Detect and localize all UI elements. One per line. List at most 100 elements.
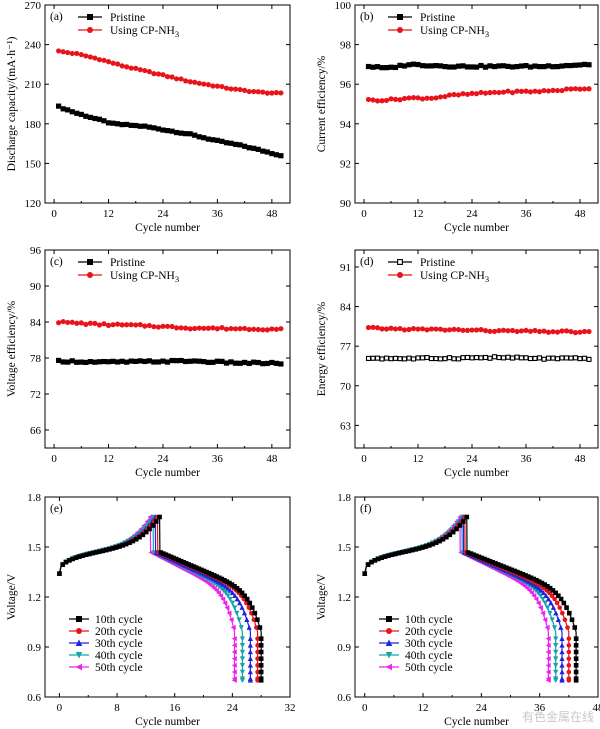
data-point: [65, 319, 71, 326]
legend-label: 10th cycle: [405, 614, 453, 626]
data-point: [541, 64, 547, 70]
data-point: [234, 610, 240, 616]
data-point: [559, 328, 565, 334]
data-point: [541, 87, 547, 94]
data-point: [365, 562, 371, 567]
data-point: [137, 358, 143, 364]
data-point: [374, 355, 381, 361]
data-point: [92, 359, 98, 365]
data-point: [526, 587, 532, 593]
data-point: [410, 326, 417, 332]
data-point: [433, 95, 439, 101]
legend-label: 40th cycle: [95, 650, 143, 662]
data-point: [146, 124, 152, 130]
legend-label: Pristine: [420, 257, 455, 269]
data-point: [255, 643, 260, 648]
data-point: [176, 557, 181, 563]
legend-entry: 40th cycle: [379, 650, 453, 662]
data-point: [454, 526, 459, 532]
x-axis-label: Cycle number: [135, 222, 200, 234]
data-point: [56, 320, 62, 326]
legend-marker: [76, 628, 82, 634]
data-point: [65, 359, 71, 365]
data-point: [239, 676, 246, 682]
data-point: [119, 122, 125, 128]
data-point: [415, 61, 421, 68]
data-point: [500, 327, 507, 333]
data-point: [509, 90, 516, 96]
data-point: [566, 669, 572, 675]
data-point: [403, 549, 408, 554]
data-point: [420, 545, 425, 550]
legend-marker: [87, 259, 93, 265]
data-point: [196, 325, 202, 331]
data-point: [238, 625, 244, 631]
data-point: [269, 359, 275, 366]
data-point: [551, 625, 558, 631]
legend-marker: [87, 27, 93, 33]
plot-frame: [44, 249, 291, 449]
legend-entry: 30th cycle: [379, 638, 453, 650]
data-point: [65, 49, 71, 56]
data-point: [397, 97, 403, 103]
data-point: [559, 675, 565, 681]
y-tick-label: 100: [335, 0, 352, 12]
data-point: [225, 593, 231, 599]
data-point: [464, 327, 471, 333]
data-point: [446, 327, 453, 333]
data-point: [382, 554, 388, 559]
y-tick-label: 72: [30, 389, 41, 401]
data-point: [178, 325, 184, 331]
data-point: [487, 90, 493, 96]
data-point: [231, 662, 237, 668]
data-point: [401, 95, 408, 102]
y-tick-label: 90: [340, 198, 352, 210]
data-point: [214, 358, 221, 364]
data-point: [110, 358, 116, 364]
data-point: [255, 676, 260, 681]
data-point: [559, 87, 565, 94]
data-point: [234, 585, 240, 591]
data-point: [563, 328, 570, 334]
data-point: [130, 538, 136, 544]
data-point: [278, 326, 284, 332]
y-tick-label: 210: [25, 79, 42, 91]
legend-entry: 30th cycle: [69, 638, 143, 650]
data-point: [231, 636, 237, 642]
data-point: [128, 322, 134, 328]
data-point: [273, 89, 279, 96]
data-point: [218, 593, 224, 599]
data-point: [260, 148, 266, 154]
x-axis-label: Cycle number: [135, 467, 200, 479]
data-point: [554, 600, 560, 606]
data-point: [442, 356, 448, 362]
data-point: [515, 569, 520, 575]
data-point: [192, 79, 198, 85]
y-tick-label: 1.8: [27, 492, 41, 504]
data-point: [228, 359, 234, 365]
data-point: [119, 358, 125, 364]
data-point: [74, 110, 80, 116]
x-tick-label: 0: [51, 453, 57, 465]
data-point: [219, 325, 225, 331]
data-point: [447, 532, 453, 538]
data-point: [254, 625, 259, 630]
data-point: [124, 322, 130, 328]
data-point: [410, 61, 417, 67]
data-point: [150, 523, 156, 528]
data-point: [196, 358, 202, 364]
data-point: [255, 669, 260, 675]
data-point: [527, 328, 534, 334]
data-point: [247, 635, 253, 641]
data-point: [545, 596, 552, 602]
data-point: [201, 81, 207, 87]
data-point: [428, 95, 435, 101]
data-point: [101, 321, 107, 327]
data-point: [246, 360, 252, 367]
data-point: [533, 596, 539, 602]
data-point: [255, 89, 261, 95]
data-point: [228, 86, 234, 92]
data-point: [260, 327, 266, 333]
data-point: [83, 53, 89, 59]
data-point: [269, 326, 275, 332]
